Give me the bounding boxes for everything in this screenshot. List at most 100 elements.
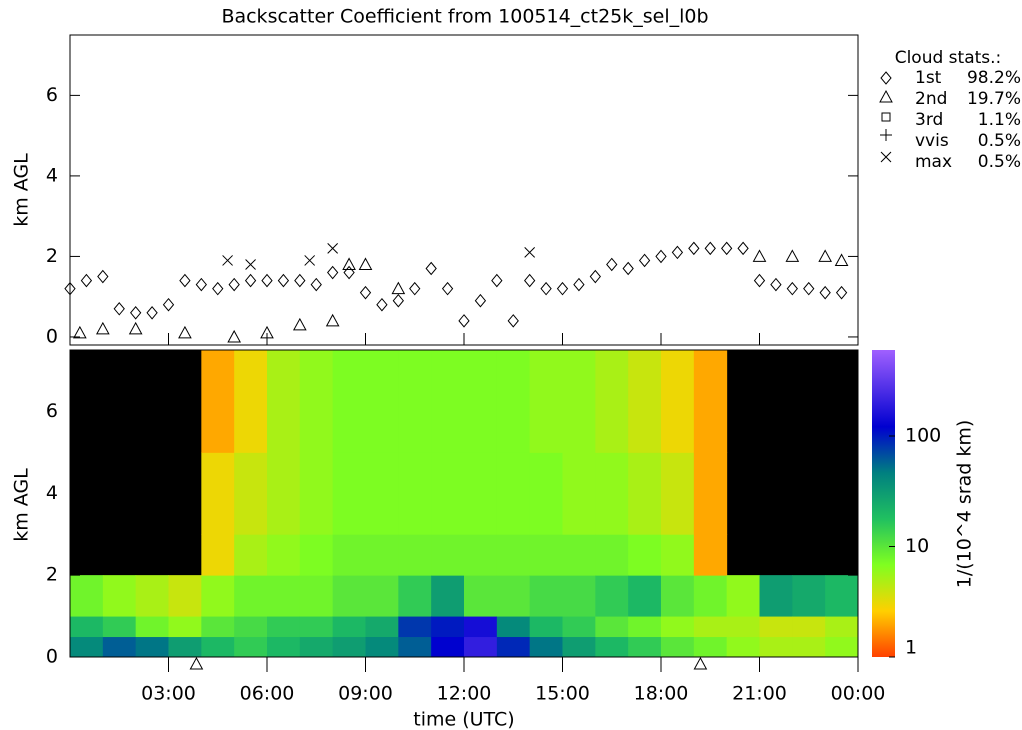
data-point xyxy=(97,269,109,284)
data-point xyxy=(227,329,242,343)
data-point xyxy=(704,241,716,256)
heatmap-cell xyxy=(628,575,662,617)
heatmap-cell xyxy=(365,575,399,617)
data-point xyxy=(834,253,849,266)
heatmap-cell xyxy=(496,636,531,658)
data-point xyxy=(179,273,191,288)
heatmap-cell xyxy=(562,575,596,617)
heatmap-cell xyxy=(693,575,728,617)
heatmap-cell xyxy=(595,452,629,535)
heatmap-cell xyxy=(365,636,399,658)
heatmap-cell xyxy=(135,636,169,658)
heatmap-cell xyxy=(529,636,563,658)
y-tick-label: 0 xyxy=(46,646,58,668)
data-point xyxy=(304,255,316,266)
heatmap-cell xyxy=(299,616,334,638)
heatmap-cell xyxy=(562,350,596,453)
data-point xyxy=(819,285,831,300)
legend-label: vvis xyxy=(915,131,949,151)
heatmap-cell xyxy=(759,616,793,638)
heatmap-cell xyxy=(332,575,366,617)
data-point xyxy=(556,281,569,296)
heatmap-cell xyxy=(726,616,760,638)
heatmap-cell xyxy=(234,534,268,576)
x-tick-label: 09:00 xyxy=(338,683,393,705)
legend-label: 3rd xyxy=(915,110,943,130)
y-axis-label: km AGL xyxy=(11,153,33,227)
data-point xyxy=(524,247,536,258)
heatmap-cell xyxy=(168,575,202,617)
heatmap-cell xyxy=(825,616,859,638)
heatmap-cell xyxy=(431,575,465,617)
heatmap-cell xyxy=(398,636,432,658)
heatmap-cell xyxy=(595,350,629,453)
y-tick-label: 0 xyxy=(46,325,58,347)
data-point xyxy=(589,269,601,284)
data-point xyxy=(277,273,290,288)
legend-value: 0.5% xyxy=(978,152,1021,172)
data-point xyxy=(294,273,306,288)
heatmap-cell xyxy=(595,616,629,638)
heatmap-cell xyxy=(102,616,137,638)
heatmap-cell xyxy=(267,616,301,638)
data-point xyxy=(638,253,651,268)
data-point xyxy=(425,261,437,276)
heatmap-cell xyxy=(726,575,760,617)
x-tick-label: 03:00 xyxy=(141,683,196,705)
heatmap-cell xyxy=(168,616,202,638)
heatmap-cell xyxy=(431,636,465,658)
heatmap-cell xyxy=(464,452,498,535)
heatmap-cell xyxy=(332,616,366,638)
heatmap-cell xyxy=(464,575,498,617)
data-point xyxy=(491,273,503,288)
heatmap-cell xyxy=(628,636,662,658)
heatmap-cell xyxy=(332,534,366,576)
data-point xyxy=(753,273,766,288)
heatmap-cell xyxy=(496,616,531,638)
heatmap-cell xyxy=(398,452,432,535)
heatmap-cell xyxy=(693,452,728,535)
heatmap-cell xyxy=(661,534,695,576)
heatmap-cell xyxy=(529,350,563,453)
heatmap-cell xyxy=(496,350,531,453)
heatmap-cell xyxy=(398,616,432,638)
heatmap-cell xyxy=(70,616,104,638)
data-point xyxy=(835,285,848,300)
heatmap-cell xyxy=(201,636,235,658)
colorbar xyxy=(872,350,895,657)
data-point xyxy=(342,257,356,270)
sun-marker xyxy=(189,656,204,670)
heatmap-cell xyxy=(431,616,465,638)
heatmap-cell xyxy=(201,350,235,453)
heatmap-cell xyxy=(234,636,268,658)
data-point xyxy=(376,297,388,312)
heatmap-cell xyxy=(693,350,728,453)
data-point xyxy=(244,273,257,288)
heatmap-cell xyxy=(135,616,169,638)
legend-label: max xyxy=(915,152,952,172)
legend-title: Cloud stats.: xyxy=(895,48,1002,68)
heatmap-cell xyxy=(693,534,728,576)
data-point xyxy=(409,281,421,296)
data-point xyxy=(162,297,175,312)
heatmap-cell xyxy=(825,575,859,617)
data-point xyxy=(752,249,767,262)
heatmap-cell xyxy=(693,616,728,638)
data-point xyxy=(818,249,833,262)
heatmap-cell xyxy=(726,636,760,658)
heatmap-cell xyxy=(135,575,169,617)
heatmap-cell xyxy=(562,636,596,658)
heatmap-cell xyxy=(398,534,432,576)
heatmap-cell xyxy=(365,452,399,535)
data-point xyxy=(573,277,585,292)
heatmap-cell xyxy=(464,636,498,658)
y-tick-label: 2 xyxy=(46,245,58,267)
data-point xyxy=(292,317,307,331)
heatmap-cell xyxy=(267,350,301,453)
heatmap-cell xyxy=(628,350,662,453)
heatmap-cell xyxy=(792,616,826,638)
data-point xyxy=(228,277,240,292)
data-point xyxy=(606,257,618,272)
data-point xyxy=(458,314,470,328)
data-point xyxy=(392,293,404,308)
